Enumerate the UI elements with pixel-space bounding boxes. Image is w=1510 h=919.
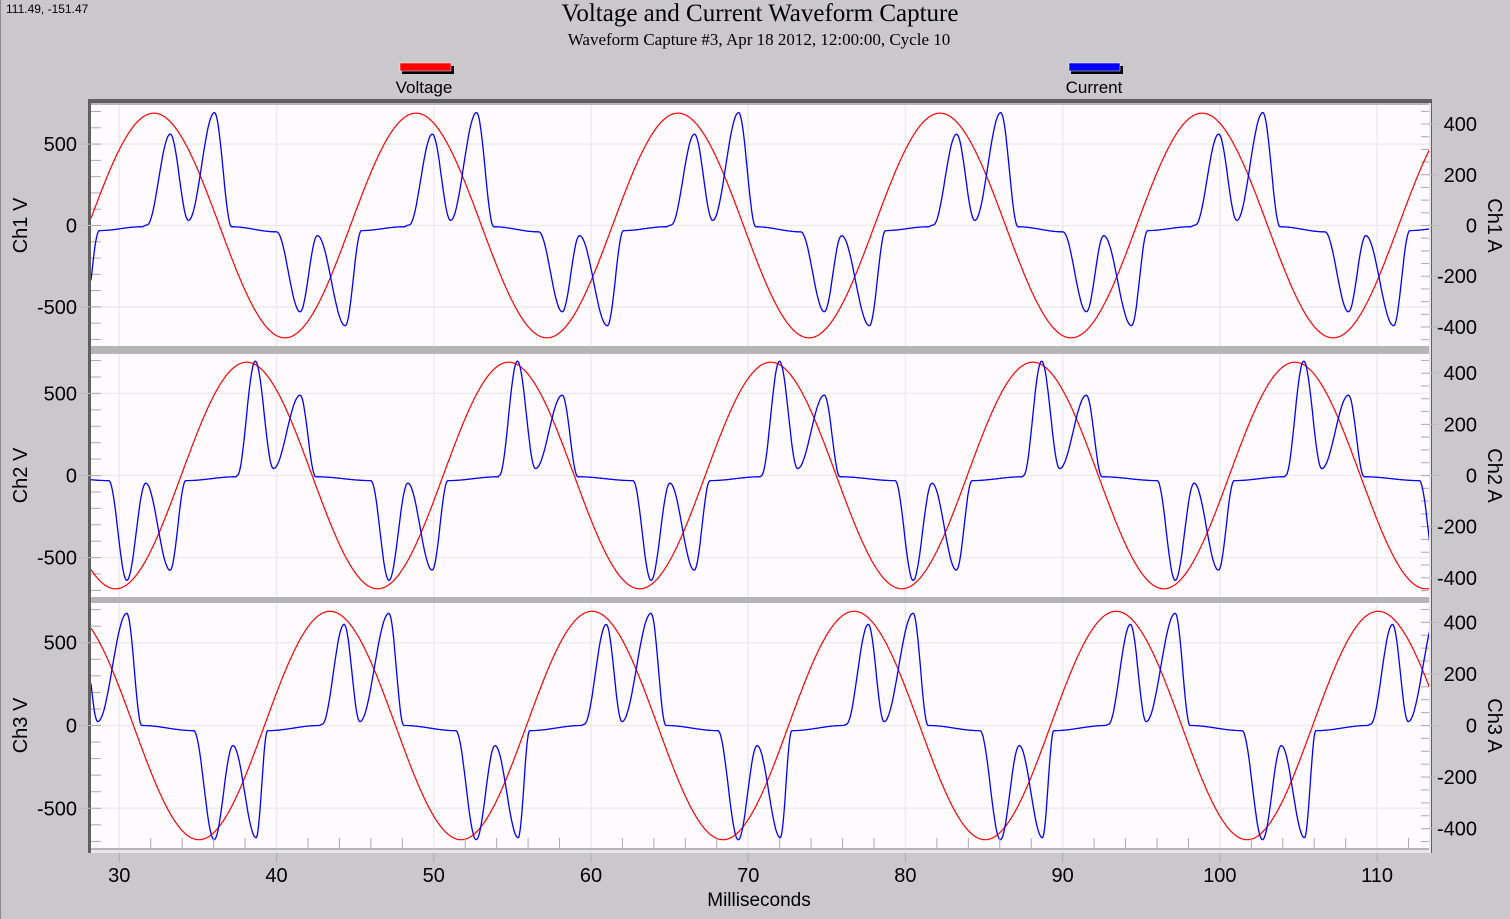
panel-ch1: 500 0 -500 400 200 0 -200 -400 Ch1 V Ch1 A	[10, 105, 1505, 346]
a-tick-label: 400	[1444, 114, 1477, 136]
a-tick-label: 200	[1444, 165, 1477, 187]
y-axis-label-left: Ch3 V	[10, 697, 32, 753]
y-axis-label-left: Ch2 V	[10, 447, 32, 503]
x-tick-label: 100	[1203, 865, 1236, 887]
legend-swatch-voltage	[399, 62, 452, 72]
current-series-ch3	[91, 612, 1429, 841]
a-tick-label: 400	[1444, 612, 1477, 634]
panel-ch3: 500 0 -500 400 200 0 -200 -400 Ch3 V Ch3 A	[10, 603, 1505, 848]
x-tick-label: 110	[1361, 865, 1393, 887]
legend-label-voltage: Voltage	[395, 78, 453, 97]
x-tick-label: 90	[1052, 865, 1074, 887]
x-axis-label: Milliseconds	[707, 890, 810, 911]
v-tick-label: -500	[37, 798, 77, 820]
x-tick-label: 50	[423, 865, 445, 887]
a-tick-label: -200	[1437, 767, 1477, 789]
a-tick-label: -200	[1437, 517, 1477, 539]
a-tick-label: -200	[1437, 266, 1477, 288]
x-tick-label: 80	[894, 865, 916, 887]
voltage-series-ch1	[91, 112, 1429, 339]
a-tick-label: -400	[1437, 819, 1477, 841]
a-tick-label: 200	[1444, 664, 1477, 686]
voltage-series-ch3	[91, 610, 1429, 841]
current-series-ch2	[91, 360, 1429, 582]
chart-subtitle: Waveform Capture #3, Apr 18 2012, 12:00:…	[567, 30, 951, 49]
a-tick-label: -400	[1437, 568, 1477, 590]
v-tick-label: 500	[44, 633, 77, 655]
x-tick-label: 70	[737, 865, 759, 887]
cursor-coordinate-readout: 111.49, -151.47	[6, 2, 89, 16]
chart-title: Voltage and Current Waveform Capture	[561, 0, 959, 27]
x-tick-label: 60	[580, 865, 602, 887]
panel-ch2: 500 0 -500 400 200 0 -200 -400 Ch2 V Ch2 A	[10, 354, 1505, 597]
current-series-ch1	[91, 111, 1429, 327]
x-tick-label: 40	[265, 865, 287, 887]
y-axis-label-left: Ch1 V	[10, 197, 32, 253]
v-tick-label: -500	[37, 297, 77, 319]
a-tick-label: -400	[1437, 317, 1477, 339]
legend-swatch-current	[1068, 62, 1121, 72]
legend-label-current: Current	[1065, 78, 1123, 97]
v-tick-label: 0	[66, 216, 77, 238]
v-tick-label: 0	[66, 716, 77, 738]
y-axis-label-right: Ch2 A	[1483, 448, 1505, 503]
voltage-series-ch2	[91, 361, 1429, 590]
a-tick-label: 0	[1466, 216, 1477, 238]
a-tick-label: 400	[1444, 363, 1477, 385]
v-tick-label: 0	[66, 466, 77, 488]
v-tick-label: -500	[37, 548, 77, 570]
y-axis-label-right: Ch3 A	[1483, 698, 1505, 753]
a-tick-label: 0	[1466, 716, 1477, 738]
a-tick-label: 0	[1466, 466, 1477, 488]
x-tick-label: 30	[108, 865, 130, 887]
y-axis-label-right: Ch1 A	[1483, 198, 1505, 253]
v-tick-label: 500	[44, 134, 77, 156]
v-tick-label: 500	[44, 383, 77, 405]
a-tick-label: 200	[1444, 414, 1477, 436]
